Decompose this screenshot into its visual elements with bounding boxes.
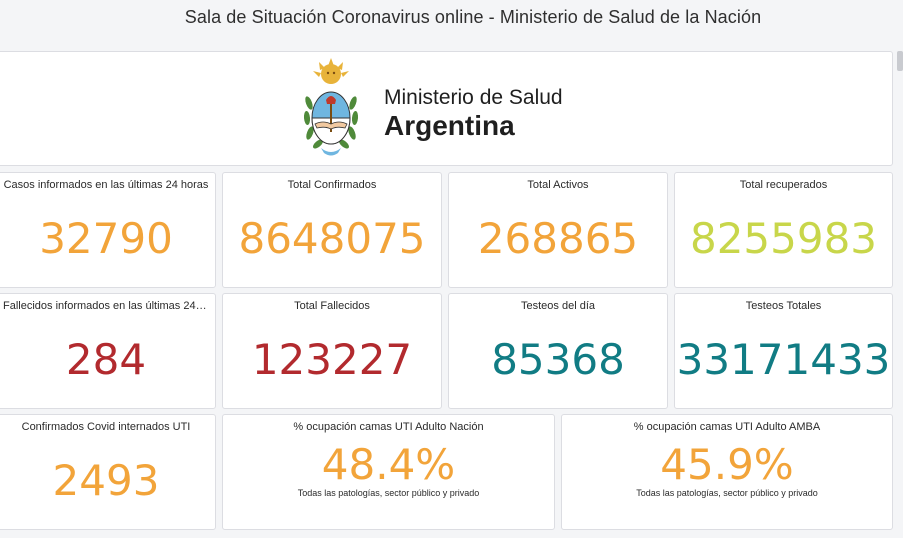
- card-value: 284: [65, 335, 147, 384]
- card-label: % ocupación camas UTI Adulto Nación: [293, 421, 484, 433]
- card-value: 8255983: [689, 214, 878, 263]
- ministry-line2: Argentina: [384, 110, 515, 141]
- card-internados-uti[interactable]: Confirmados Covid internados UTI 2493: [0, 414, 216, 530]
- card-total-recuperados[interactable]: Total recuperados 8255983: [674, 172, 893, 288]
- card-total-fallecidos[interactable]: Total Fallecidos 123227: [222, 293, 442, 409]
- vertical-scrollbar[interactable]: [897, 51, 903, 71]
- ministry-name: Ministerio de Salud Argentina: [384, 86, 563, 142]
- card-label: Casos informados en las últimas 24 horas: [3, 179, 209, 191]
- card-value: 8648075: [238, 214, 426, 263]
- card-value: 2493: [52, 456, 160, 505]
- card-testeos-dia[interactable]: Testeos del día 85368: [448, 293, 668, 409]
- ministry-line1: Ministerio de Salud: [384, 86, 563, 109]
- card-subtitle: Todas las patologías, sector público y p…: [636, 488, 818, 498]
- card-value: 33171433: [676, 335, 891, 384]
- card-casos-24h[interactable]: Casos informados en las últimas 24 horas…: [0, 172, 216, 288]
- card-ocupacion-amba[interactable]: % ocupación camas UTI Adulto AMBA 45.9% …: [561, 414, 893, 530]
- card-value: 85368: [491, 335, 625, 384]
- card-total-confirmados[interactable]: Total Confirmados 8648075: [222, 172, 442, 288]
- card-value: 45.9%: [660, 440, 794, 489]
- card-label: % ocupación camas UTI Adulto AMBA: [633, 421, 821, 433]
- logo-card: Ministerio de Salud Argentina: [0, 51, 893, 166]
- card-label: Total recuperados: [739, 179, 828, 191]
- card-label: Total Confirmados: [287, 179, 377, 191]
- card-testeos-totales[interactable]: Testeos Totales 33171433: [674, 293, 893, 409]
- argentina-coat-of-arms-icon: [303, 58, 359, 156]
- card-value: 48.4%: [321, 440, 456, 489]
- ministry-logo: Ministerio de Salud Argentina: [297, 58, 597, 158]
- card-label: Total Fallecidos: [294, 300, 370, 312]
- card-fallecidos-24h[interactable]: Fallecidos informados en las últimas 24 …: [0, 293, 216, 409]
- card-value: 32790: [39, 214, 173, 263]
- card-total-activos[interactable]: Total Activos 268865: [448, 172, 668, 288]
- page-title: Sala de Situación Coronavirus online - M…: [184, 7, 762, 27]
- card-label: Total Activos: [527, 179, 589, 191]
- card-label: Fallecidos informados en las últimas 24 …: [3, 300, 209, 312]
- card-value: 123227: [251, 335, 413, 384]
- card-value: 268865: [477, 214, 639, 263]
- card-label: Testeos del día: [521, 300, 595, 312]
- card-label: Confirmados Covid internados UTI: [21, 421, 191, 433]
- card-label: Testeos Totales: [745, 300, 822, 312]
- card-ocupacion-nacion[interactable]: % ocupación camas UTI Adulto Nación 48.4…: [222, 414, 555, 530]
- card-subtitle: Todas las patologías, sector público y p…: [297, 488, 480, 498]
